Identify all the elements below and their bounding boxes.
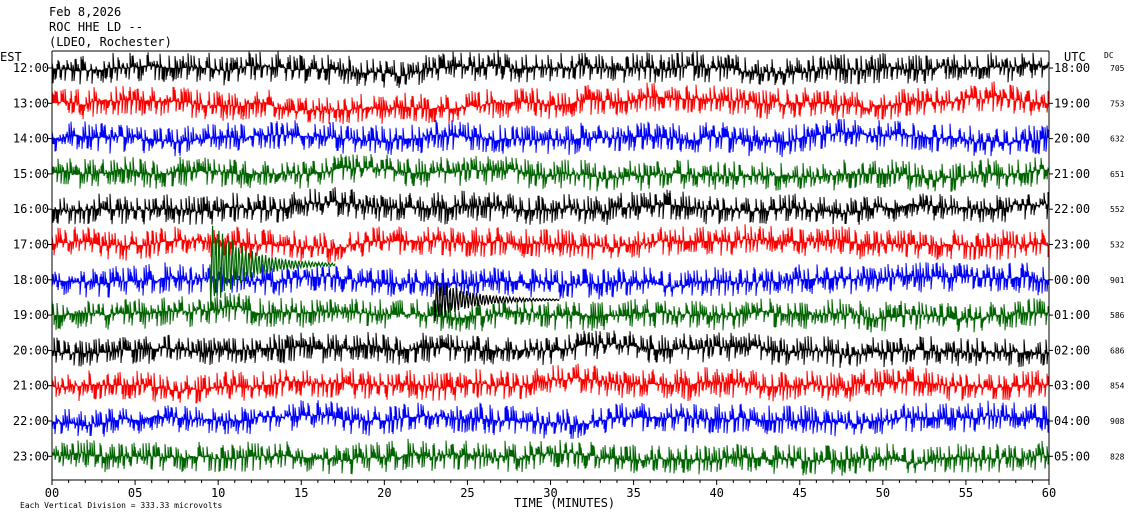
x-axis-title: TIME (MINUTES) [514,496,615,510]
row-label-dc: 854 [1110,382,1125,391]
row-label-est: 12:00 [13,61,49,75]
trace-1800 [51,262,1050,300]
row-label-utc: 02:00 [1054,343,1090,357]
row-label-utc: 01:00 [1054,308,1090,322]
row-label-utc: 20:00 [1054,132,1090,146]
x-tick-label: 55 [959,486,973,500]
trace-1900 [51,292,1050,333]
trace-2000 [51,330,1050,368]
scale-note: Each Vertical Division = 333.33 microvol… [20,501,222,510]
trace-1300 [51,81,1050,125]
x-tick-label: 15 [294,486,308,500]
x-tick-label: 10 [211,486,225,500]
row-label-utc: 19:00 [1054,96,1090,110]
trace-1200 [51,49,1050,88]
row-label-utc: 00:00 [1054,273,1090,287]
row-label-est: 23:00 [13,449,49,463]
row-labels-group: 12:00 18:00 705 13:00 19:00 753 14:00 20:00 632 1… [13,61,1125,463]
row-label-utc: 18:00 [1054,61,1090,75]
trace-2100 [51,363,1050,404]
row-label-dc: 908 [1110,417,1125,426]
trace-1500 [51,153,1050,192]
row-label-dc: 651 [1110,170,1125,179]
axes-group: 00 05 10 15 20 25 30 35 40 45 50 55 60 [45,50,1056,500]
row-label-dc: 828 [1110,452,1125,461]
row-label-est: 16:00 [13,202,49,216]
row-label-est: 21:00 [13,379,49,393]
row-label-utc: 05:00 [1054,449,1090,463]
header-network: (LDEO, Rochester) [49,35,172,49]
x-tick-label: 35 [626,486,640,500]
x-tick-label: 60 [1042,486,1056,500]
row-label-utc: 22:00 [1054,202,1090,216]
x-tick-label: 30 [543,486,557,500]
row-label-utc: 03:00 [1054,379,1090,393]
row-label-dc: 753 [1110,99,1125,108]
header-date: Feb 8,2026 [49,5,121,19]
right-axis-title: UTC [1064,50,1086,64]
row-label-est: 18:00 [13,273,49,287]
left-axis-title: EST [0,50,22,64]
row-label-est: 13:00 [13,96,49,110]
row-label-dc: 705 [1110,64,1125,73]
row-label-dc: 586 [1110,311,1125,320]
row-label-est: 15:00 [13,167,49,181]
x-tick-label: 25 [460,486,474,500]
trace-2300 [51,438,1050,476]
row-label-dc: 686 [1110,346,1125,355]
row-label-est: 22:00 [13,414,49,428]
row-label-est: 17:00 [13,238,49,252]
trace-group [51,49,1050,476]
trace-1600 [51,187,1050,226]
dc-title: DC [1104,51,1114,60]
x-tick-label: 05 [128,486,142,500]
row-label-dc: 632 [1110,135,1125,144]
row-label-est: 14:00 [13,132,49,146]
event-arrival [433,280,560,322]
trace-2200 [51,400,1050,439]
header-station: ROC HHE LD -- [49,20,143,34]
row-label-utc: 04:00 [1054,414,1090,428]
x-tick-label: 00 [45,486,59,500]
trace-1700 [51,224,1050,263]
event-arrival [209,225,336,309]
x-tick-label: 20 [377,486,391,500]
row-label-est: 20:00 [13,343,49,357]
trace-1400 [51,118,1050,158]
row-label-utc: 21:00 [1054,167,1090,181]
row-label-utc: 23:00 [1054,238,1090,252]
x-tick-label: 40 [709,486,723,500]
row-label-dc: 532 [1110,241,1125,250]
row-label-dc: 552 [1110,205,1125,214]
x-tick-label: 50 [876,486,890,500]
x-tick-label: 45 [793,486,807,500]
row-label-dc: 901 [1110,276,1125,285]
row-label-est: 19:00 [13,308,49,322]
